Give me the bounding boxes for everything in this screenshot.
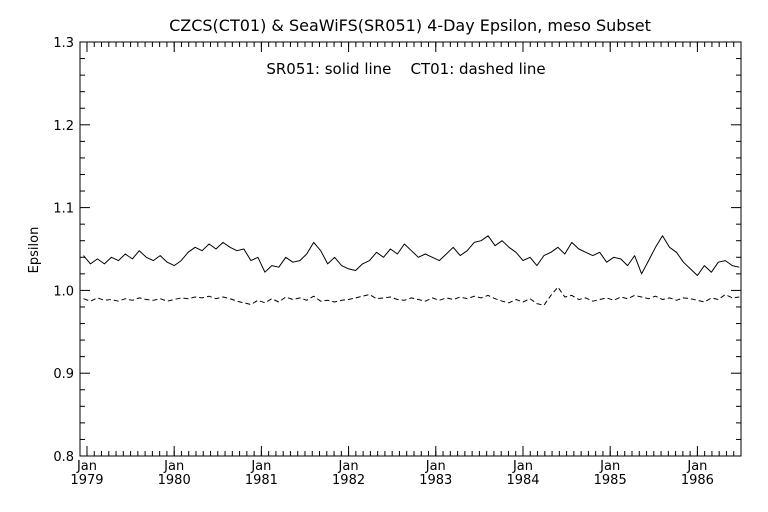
x-tick-month-label: Jan — [686, 459, 707, 474]
x-tick-year-label: 1983 — [419, 473, 452, 488]
series-group — [83, 235, 740, 306]
x-tick-month-label: Jan — [250, 459, 271, 474]
y-tick-label: 0.9 — [53, 367, 74, 382]
x-tick-year-label: 1984 — [506, 473, 539, 488]
x-tick-year-label: 1982 — [332, 473, 365, 488]
x-tick-month-label: Jan — [425, 459, 446, 474]
series-line-sr051 — [83, 235, 740, 276]
plot-frame — [79, 41, 742, 457]
series-line-ct01 — [83, 286, 740, 306]
chart-annotation: SR051: solid line CT01: dashed line — [266, 60, 545, 78]
x-tick-month-label: Jan — [599, 459, 620, 474]
axis-ticks: 0.80.91.01.11.21.3Jan1979Jan1980Jan1981J… — [53, 36, 742, 488]
x-tick-year-label: 1981 — [245, 473, 278, 488]
x-tick-year-label: 1985 — [594, 473, 627, 488]
x-tick-year-label: 1980 — [158, 473, 191, 488]
y-tick-label: 0.8 — [53, 450, 74, 465]
y-tick-label: 1.2 — [53, 119, 74, 134]
y-tick-label: 1.3 — [53, 36, 74, 51]
x-tick-month-label: Jan — [338, 459, 359, 474]
y-tick-label: 1.1 — [53, 202, 74, 217]
x-tick-year-label: 1979 — [70, 473, 103, 488]
y-axis-label: Epsilon — [27, 227, 42, 274]
x-tick-year-label: 1986 — [681, 473, 714, 488]
chart-title: CZCS(CT01) & SeaWiFS(SR051) 4-Day Epsilo… — [169, 16, 651, 35]
y-tick-label: 1.0 — [53, 284, 74, 299]
x-tick-month-label: Jan — [512, 459, 533, 474]
x-tick-month-label: Jan — [163, 459, 184, 474]
x-tick-month-label: Jan — [76, 459, 97, 474]
